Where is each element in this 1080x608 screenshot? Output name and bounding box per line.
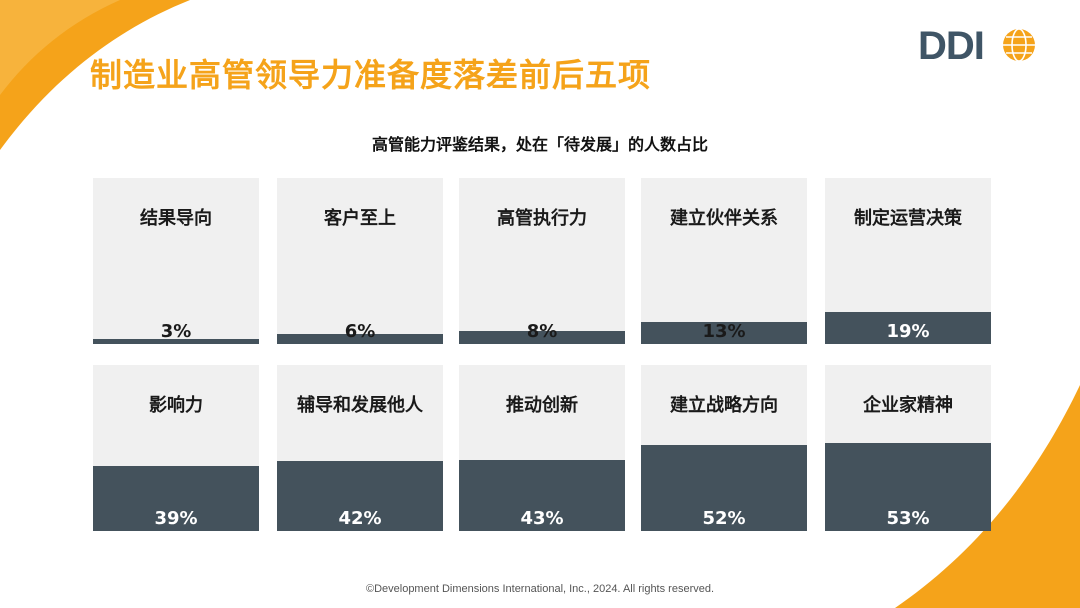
bottom-right-swoosh xyxy=(895,385,1080,608)
globe-icon xyxy=(1003,28,1035,62)
bar-tile: 结果导向 3% xyxy=(93,178,259,344)
data-label: 8% xyxy=(526,321,558,342)
data-label: 42% xyxy=(338,508,382,529)
bar xyxy=(459,331,625,344)
top-left-swoosh-accent xyxy=(0,0,120,95)
bar-tile: 建立战略方向 52% xyxy=(641,365,807,531)
bar xyxy=(277,334,443,344)
bar xyxy=(93,339,259,344)
bar xyxy=(459,460,625,531)
data-label: 43% xyxy=(520,508,564,529)
bar xyxy=(93,466,259,531)
bar xyxy=(277,461,443,531)
chart-subtitle: 高管能力评鉴结果，处在「待发展」的人数占比 xyxy=(371,135,708,154)
category-label: 客户至上 xyxy=(324,208,396,229)
bar-tile: 影响力 39% xyxy=(93,365,259,531)
bar xyxy=(641,322,807,344)
data-label: 52% xyxy=(702,508,746,529)
bar-tile: 辅导和发展他人 42% xyxy=(277,365,443,531)
category-label: 辅导和发展他人 xyxy=(297,395,423,416)
data-label: 13% xyxy=(702,321,746,342)
bar xyxy=(825,443,991,531)
bar xyxy=(641,445,807,531)
data-label: 3% xyxy=(160,321,192,342)
data-label: 6% xyxy=(344,321,376,342)
bar-tile: 企业家精神 53% xyxy=(825,365,991,531)
copyright-footer: ©Development Dimensions International, I… xyxy=(365,583,715,595)
bar-tile: 建立伙伴关系 13% xyxy=(641,178,807,344)
category-label: 建立战略方向 xyxy=(670,395,778,416)
data-label: 53% xyxy=(886,508,930,529)
page-title: 制造业高管领导力准备度落差前后五项 xyxy=(90,56,652,94)
bar-tile: 客户至上 6% xyxy=(277,178,443,344)
ddi-logo: DDI xyxy=(918,24,1038,68)
bar-tile: 高管执行力 8% xyxy=(459,178,625,344)
category-label: 影响力 xyxy=(149,395,203,416)
bar-tile: 推动创新 43% xyxy=(459,365,625,531)
data-label: 19% xyxy=(886,321,930,342)
category-label: 结果导向 xyxy=(140,208,212,229)
logo-text: DDI xyxy=(918,24,985,68)
category-label: 制定运营决策 xyxy=(854,208,962,229)
data-label: 39% xyxy=(154,508,198,529)
bar-tile: 制定运营决策 19% xyxy=(825,178,991,344)
category-label: 建立伙伴关系 xyxy=(670,208,778,229)
category-label: 企业家精神 xyxy=(863,395,953,416)
category-label: 推动创新 xyxy=(506,395,578,416)
bar xyxy=(825,312,991,344)
category-label: 高管执行力 xyxy=(497,208,587,229)
